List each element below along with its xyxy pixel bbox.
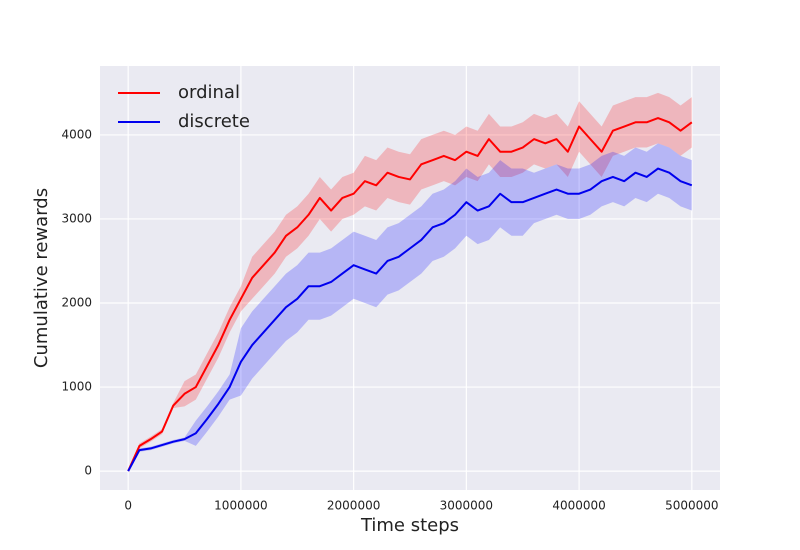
x-tick-label: 2000000 (327, 499, 380, 513)
legend: ordinal discrete (118, 82, 250, 132)
y-tick-label: 2000 (61, 296, 92, 310)
x-tick-label: 5000000 (665, 499, 718, 513)
x-axis-label: Time steps (360, 515, 459, 536)
x-tick-label: 1000000 (214, 499, 267, 513)
x-tick-label: 3000000 (440, 499, 493, 513)
legend-label: ordinal (178, 82, 240, 103)
x-tick-label: 4000000 (552, 499, 605, 513)
lines (127, 117, 693, 472)
grid (100, 66, 720, 490)
series-line (127, 117, 693, 472)
legend-label: discrete (178, 111, 250, 132)
x-tick-label: 0 (124, 499, 132, 513)
plot-area (100, 66, 720, 490)
confidence-band (128, 92, 692, 472)
y-tick-label: 4000 (61, 127, 92, 141)
y-tick-label: 3000 (61, 211, 92, 225)
series-line (127, 167, 693, 472)
y-tick-label: 0 (84, 464, 92, 478)
y-axis-label: Cumulative rewards (31, 188, 52, 368)
y-tick-label: 1000 (61, 380, 92, 394)
